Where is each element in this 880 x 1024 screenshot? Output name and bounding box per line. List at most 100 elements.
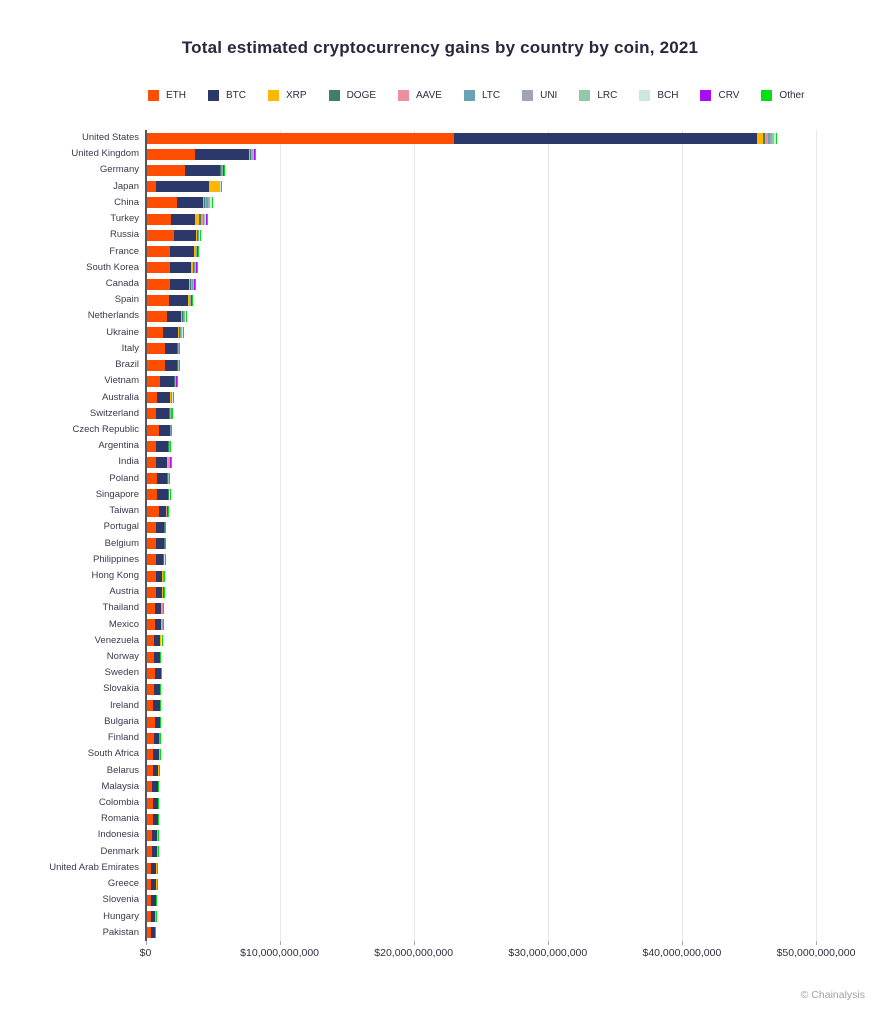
bar-segment-doge [220,165,221,177]
bar-segment-ltc [183,311,184,323]
stacked-bar [147,894,157,906]
bar-row-sweden: Sweden [0,665,880,681]
bar-row-colombia: Colombia [0,795,880,811]
bar-segment-btc [164,359,177,371]
bar-segment-xrp [757,132,764,144]
country-label: Netherlands [87,310,139,322]
stacked-bar [147,635,162,647]
bar-row-italy: Italy [0,341,880,357]
bar-segment-btc [153,813,158,825]
bar-row-venezuela: Venezuela [0,633,880,649]
bar-segment-eth [147,327,164,339]
country-label: Hungary [103,910,139,922]
bar-segment-eth [147,732,154,744]
bar-segment-other [186,311,187,323]
bar-segment-eth [147,830,152,842]
country-label: Spain [114,294,139,306]
bar-row-greece: Greece [0,876,880,892]
stacked-bar [147,667,162,679]
stacked-bar [147,586,164,598]
stacked-bar [147,862,158,874]
x-tick-label: $0 [139,947,152,959]
bar-segment-btc [154,619,162,631]
bar-segment-aave [189,294,190,306]
bar-segment-other [171,408,173,420]
bar-segment-btc [170,262,191,274]
bar-segment-lrc [771,132,774,144]
bar-segment-lrc [209,197,211,209]
bar-segment-btc [155,521,164,533]
bar-segment-ltc [198,229,199,241]
bar-row-australia: Australia [0,390,880,406]
bar-segment-aave [182,311,184,323]
stacked-bar [147,262,198,274]
x-tick-label: $50,000,000,000 [776,947,856,959]
x-tick-label: $10,000,000,000 [240,947,320,959]
legend-item-lrc: LRC [579,90,617,101]
bar-row-finland: Finland [0,730,880,746]
bar-segment-bch [185,311,186,323]
bar-segment-xrp [163,521,165,533]
bar-segment-btc [153,684,160,696]
bar-row-czech-republic: Czech Republic [0,422,880,438]
stacked-bar [147,911,157,923]
bar-row-united-states: United States [0,130,880,146]
bar-segment-btc [151,830,158,842]
bar-segment-bch [773,132,776,144]
bar-row-south-africa: South Africa [0,746,880,762]
bar-segment-bch [210,197,212,209]
bar-segment-eth [147,148,196,160]
bar-segment-btc [156,408,169,420]
legend-swatch-eth [148,90,159,101]
bar-segment-btc [159,424,170,436]
bar-row-belarus: Belarus [0,763,880,779]
stacked-bar [147,278,195,290]
bar-segment-other [200,229,201,241]
legend: ETH BTC XRP DOGE AAVE LTC UNI LRC BCH CRV Other [148,90,804,101]
bar-segment-xrp [187,294,189,306]
stacked-bar [147,732,160,744]
bar-row-turkey: Turkey [0,211,880,227]
bar-row-vietnam: Vietnam [0,373,880,389]
bar-row-norway: Norway [0,649,880,665]
bar-segment-aave [195,246,196,258]
bar-segment-crv [169,457,171,468]
bar-row-portugal: Portugal [0,519,880,535]
legend-swatch-ltc [463,90,475,101]
bar-segment-eth [147,667,155,679]
bar-row-malaysia: Malaysia [0,779,880,795]
bar-row-thailand: Thailand [0,600,880,616]
stacked-bar [147,878,158,890]
bar-row-switzerland: Switzerland [0,406,880,422]
bar-segment-eth [147,813,154,825]
bar-segment-eth [147,651,154,663]
legend-label: Other [779,90,805,101]
stacked-bar [147,716,161,728]
bar-segment-btc [156,554,164,566]
bar-row-slovenia: Slovenia [0,892,880,908]
country-label: Switzerland [89,407,139,419]
country-label: Denmark [100,845,139,857]
legend-swatch-other [761,90,773,101]
stacked-bar [147,392,175,404]
bar-segment-eth [147,716,156,728]
bar-segment-btc [153,797,158,809]
bar-segment-btc [156,457,167,468]
bar-segment-eth [147,165,186,177]
legend-item-eth: ETH [148,90,186,101]
bar-row-germany: Germany [0,162,880,178]
bar-segment-eth [147,927,151,939]
bar-segment-xrp [195,229,197,241]
legend-swatch-btc [208,90,219,101]
bar-segment-btc [454,132,758,144]
country-label: Ireland [109,699,139,711]
country-label: South Africa [87,748,139,760]
bar-segment-eth [147,343,165,355]
legend-label: CRV [718,90,740,101]
bar-segment-eth [147,538,156,550]
bar-segment-eth [147,846,152,858]
bar-row-belgium: Belgium [0,536,880,552]
bar-segment-xrp [162,570,163,582]
country-label: Italy [121,342,139,354]
bar-row-mexico: Mexico [0,617,880,633]
